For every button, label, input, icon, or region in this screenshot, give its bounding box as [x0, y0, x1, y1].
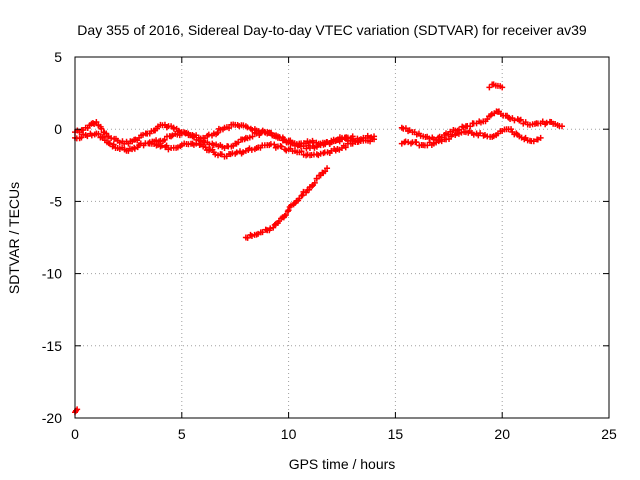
series-late-band-b	[398, 126, 544, 149]
data-point	[161, 136, 168, 143]
x-tick-label: 5	[178, 426, 186, 442]
plot-frame	[74, 56, 610, 419]
data-point	[470, 131, 477, 138]
data-point	[99, 133, 106, 140]
data-point	[93, 118, 100, 125]
data-point	[103, 130, 110, 137]
x-tick-label: 10	[281, 426, 297, 442]
data-point	[259, 229, 266, 236]
x-tick-label: 15	[388, 426, 404, 442]
data-point	[309, 183, 316, 190]
data-point	[78, 134, 85, 141]
data-point	[110, 141, 117, 148]
data-point	[349, 133, 356, 140]
y-axis-label: SDTVAR / TECUs	[6, 182, 22, 294]
data-point	[371, 136, 378, 143]
y-tick-label: -20	[42, 410, 62, 426]
data-point	[413, 139, 420, 146]
axis-ticks: 0 5 10 15 20 25 -20 -15 -10 -5 0 5	[42, 49, 617, 442]
data-point	[233, 149, 240, 156]
data-point	[537, 134, 544, 141]
x-tick-label: 0	[71, 426, 79, 442]
data-point	[543, 119, 550, 126]
series-descending-arc	[242, 165, 331, 241]
chart-title: Day 355 of 2016, Sidereal Day-to-day VTE…	[77, 22, 587, 38]
data-point	[98, 125, 105, 132]
data-point	[332, 137, 339, 144]
data-point	[276, 134, 283, 141]
data-point	[89, 119, 96, 126]
x-tick-label: 20	[494, 426, 510, 442]
series-main-band-c	[146, 128, 356, 152]
data-point	[306, 186, 313, 193]
data-point	[244, 124, 251, 131]
data-point	[163, 142, 170, 149]
data-point	[559, 123, 566, 130]
data-point	[324, 165, 331, 172]
x-tick-label: 25	[601, 426, 617, 442]
y-tick-label: 0	[54, 121, 62, 137]
data-point	[226, 125, 233, 132]
data-point	[313, 175, 320, 182]
data-point	[88, 132, 95, 139]
data-point	[205, 131, 212, 138]
data-point	[284, 208, 291, 215]
data-point	[249, 133, 256, 140]
data-point	[342, 144, 349, 151]
gridlines	[75, 57, 609, 418]
data-point	[530, 138, 537, 145]
series-main-band-b	[72, 130, 378, 160]
data-point	[289, 139, 296, 146]
series-outlier-high	[486, 81, 506, 91]
data-point	[214, 129, 221, 136]
data-point	[299, 192, 306, 199]
data-point	[282, 211, 289, 218]
data-point	[281, 136, 288, 143]
data-point	[285, 207, 292, 214]
series-late-band-a	[398, 108, 566, 143]
data-point	[271, 141, 278, 148]
data-point	[311, 179, 318, 186]
data-point	[517, 116, 524, 123]
data-point	[235, 139, 242, 146]
data-point	[278, 143, 285, 150]
data-points	[72, 81, 566, 416]
data-point	[271, 221, 278, 228]
data-point	[508, 126, 515, 133]
y-tick-label: -15	[42, 338, 62, 354]
y-tick-label: -5	[50, 193, 63, 209]
data-point	[95, 130, 102, 137]
data-point	[477, 130, 484, 137]
data-point	[486, 84, 493, 91]
data-point	[322, 168, 329, 175]
data-point	[499, 84, 506, 91]
data-point	[190, 133, 197, 140]
y-tick-label: -10	[42, 266, 62, 282]
data-point	[267, 225, 274, 232]
y-tick-label: 5	[54, 49, 62, 65]
data-point	[244, 234, 251, 241]
x-axis-label: GPS time / hours	[289, 456, 396, 472]
